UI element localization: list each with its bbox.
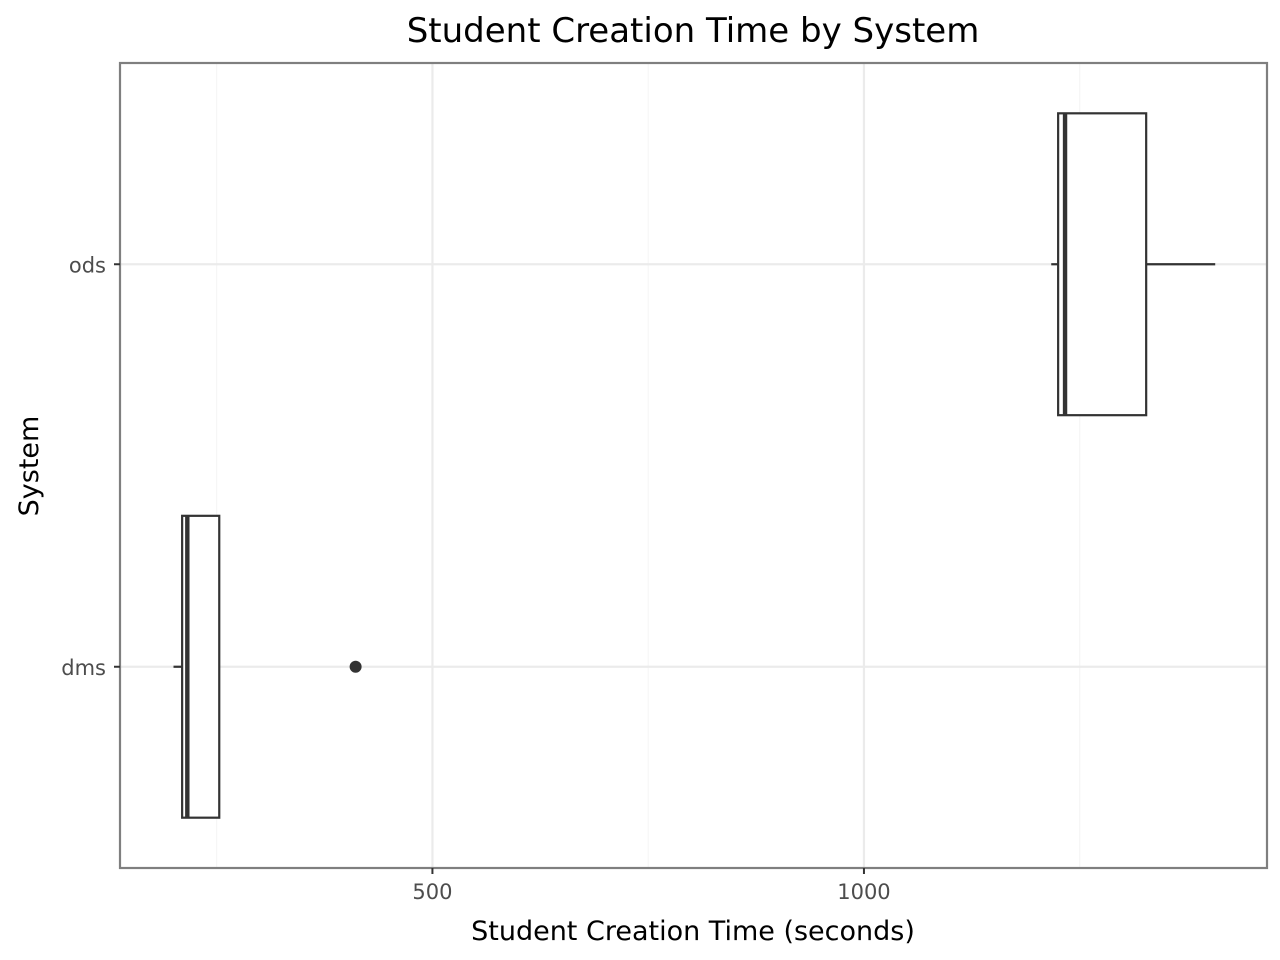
y-tick-label: dms xyxy=(61,656,106,680)
x-axis-title: Student Creation Time (seconds) xyxy=(471,916,915,947)
box-marks xyxy=(173,112,1216,819)
y-tick-label: ods xyxy=(69,253,106,277)
chart-title: Student Creation Time by System xyxy=(407,11,980,51)
axes: 500 1000 dms ods xyxy=(61,253,890,904)
box-iqr xyxy=(1057,112,1148,417)
box-dms xyxy=(173,514,362,819)
box-ods xyxy=(1051,112,1216,417)
panel-border xyxy=(118,61,1269,870)
x-tick-label: 500 xyxy=(412,880,452,904)
y-axis-title: System xyxy=(14,416,45,517)
x-tick-label: 1000 xyxy=(837,880,890,904)
outlier-point xyxy=(349,660,362,673)
